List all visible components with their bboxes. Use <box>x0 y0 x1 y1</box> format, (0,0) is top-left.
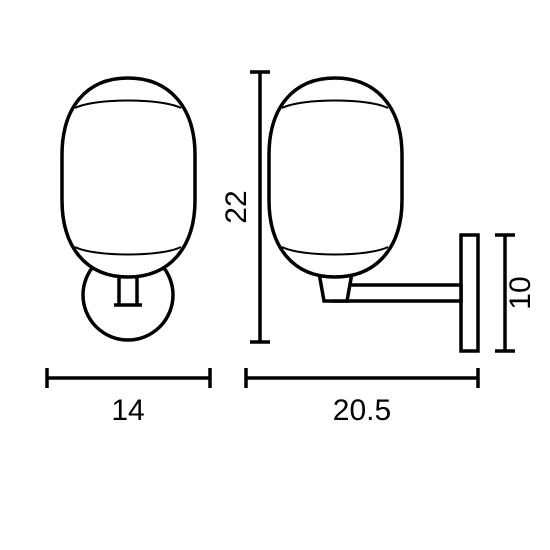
side-arm <box>333 285 461 301</box>
diagram-canvas: 14 22 10 20.5 <box>0 0 550 550</box>
dim-depth: 20.5 <box>246 368 478 427</box>
dim-plate-height: 10 <box>495 235 537 351</box>
side-shade-outline <box>269 78 402 277</box>
dim-width-front: 14 <box>47 368 210 427</box>
front-shade-outline <box>62 78 195 277</box>
dim-width-label: 14 <box>111 394 144 427</box>
side-view: 10 20.5 <box>246 78 537 427</box>
dim-depth-label: 20.5 <box>333 394 391 427</box>
side-wall-plate <box>461 235 478 351</box>
front-view: 14 <box>47 78 210 427</box>
dim-height: 22 <box>220 72 270 342</box>
dim-height-label: 22 <box>220 190 253 223</box>
dim-plate-label: 10 <box>504 276 537 309</box>
